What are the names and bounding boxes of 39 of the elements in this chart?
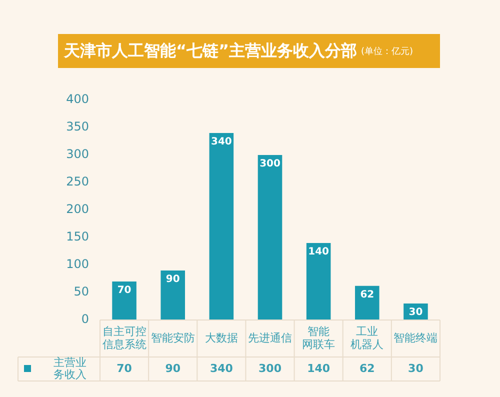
bar [209, 133, 234, 320]
x-tick-label: 先进通信 [248, 331, 292, 344]
data-label: 30 [408, 362, 424, 375]
y-tick-label: 400 [66, 92, 89, 106]
y-tick-label: 50 [74, 284, 89, 299]
x-tick-label: 智能安防 [150, 331, 195, 344]
text: 340 [210, 136, 232, 148]
text: 140 [308, 246, 330, 258]
x-tick-label: 大数据 [204, 331, 238, 344]
data-label: 62 [359, 362, 375, 375]
y-tick-label: 100 [66, 257, 89, 272]
data-label: 140 [307, 362, 330, 375]
bar [160, 270, 185, 320]
text: 90 [166, 274, 180, 286]
x-tick-label: 智能终端 [394, 331, 438, 344]
text: 62 [360, 289, 374, 300]
text: 70 [117, 285, 132, 296]
y-tick-label: 200 [66, 202, 89, 216]
bar [258, 155, 282, 320]
bar [355, 286, 380, 320]
data-label: 70 [116, 362, 132, 375]
y-tick-label: 250 [66, 174, 89, 189]
y-tick-label: 350 [66, 120, 89, 134]
chart-subtitle: (单位：亿元) [361, 46, 414, 58]
bar [112, 282, 136, 320]
bar [306, 243, 331, 320]
y-tick-label: 300 [66, 147, 89, 162]
chart-title: 天津市人工智能“七链”主营业务收入分部 [64, 40, 358, 62]
text: 30 [408, 307, 423, 318]
x-tick-label: 自主可控信息系统 [102, 324, 146, 351]
text: 300 [260, 158, 280, 170]
data-label: 90 [165, 362, 181, 375]
x-tick-label: 智能网联车 [302, 324, 336, 351]
legend-label: 主营业务收入 [54, 356, 86, 381]
y-tick-label: 0 [81, 312, 89, 326]
y-tick-label: 150 [66, 230, 89, 244]
data-label: 300 [258, 362, 282, 375]
x-tick-label: 工业机器人 [350, 324, 384, 351]
data-label: 340 [210, 362, 234, 375]
